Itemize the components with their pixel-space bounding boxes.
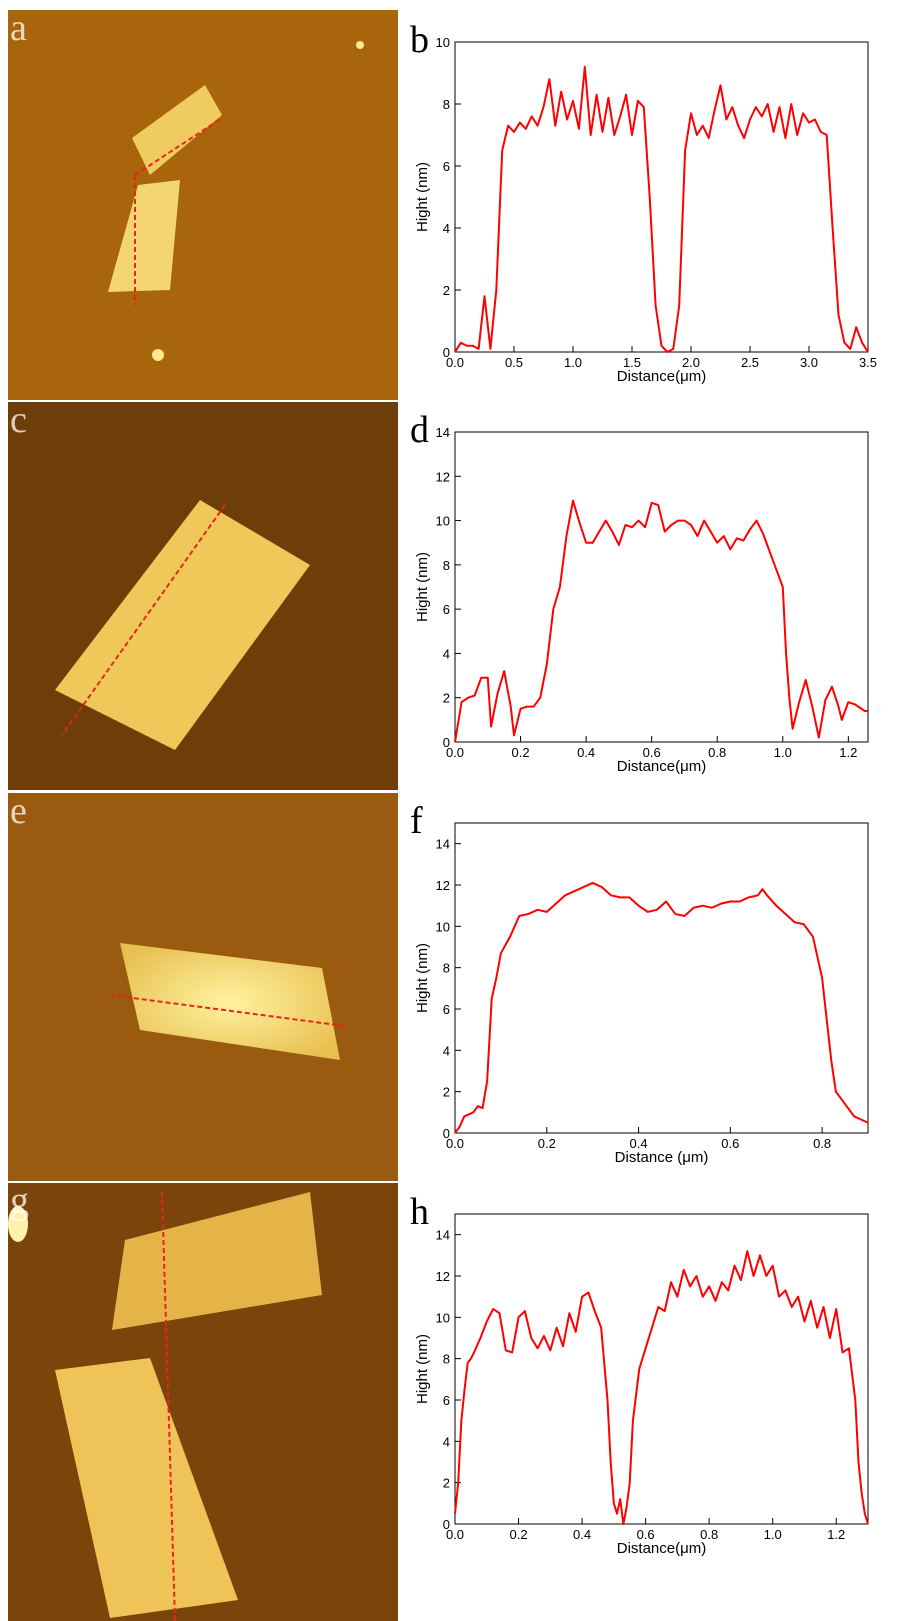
y-tick-label: 4 [443, 1434, 450, 1449]
y-tick-label: 10 [436, 1310, 450, 1325]
x-tick-label: 1.0 [764, 1527, 782, 1542]
y-tick-label: 12 [436, 1269, 450, 1284]
y-tick-label: 8 [443, 97, 450, 112]
y-tick-label: 8 [443, 1352, 450, 1367]
y-axis-label: Hight (nm) [414, 552, 431, 622]
plot-frame [455, 432, 868, 742]
y-tick-label: 12 [436, 469, 450, 484]
y-tick-label: 6 [443, 159, 450, 174]
x-tick-label: 0.6 [721, 1136, 739, 1151]
x-tick-label: 0.4 [573, 1527, 591, 1542]
y-tick-label: 4 [443, 646, 450, 661]
y-tick-label: 6 [443, 602, 450, 617]
x-axis-label: Distance (μm) [615, 1149, 709, 1166]
y-tick-label: 14 [436, 1228, 450, 1243]
panel-label: f [410, 800, 423, 842]
x-axis-label: Distance(μm) [617, 368, 707, 385]
y-tick-label: 6 [443, 1393, 450, 1408]
x-tick-label: 1.0 [774, 745, 792, 760]
afm-image [8, 402, 398, 790]
y-axis-label: Hight (nm) [414, 162, 431, 232]
data-line [455, 67, 868, 352]
plot-frame [455, 1214, 868, 1524]
y-tick-label: 12 [436, 878, 450, 893]
afm-image [8, 1183, 398, 1621]
x-tick-label: 0.0 [446, 355, 464, 370]
y-tick-label: 8 [443, 558, 450, 573]
x-tick-label: 0.5 [505, 355, 523, 370]
y-tick-label: 4 [443, 1043, 450, 1058]
data-line [455, 883, 868, 1133]
y-tick-label: 10 [436, 35, 450, 50]
plot-frame [455, 823, 868, 1133]
figure: aceg02468100.00.51.01.52.02.53.03.5Dista… [0, 0, 907, 1621]
x-axis-label: Distance(μm) [617, 758, 707, 775]
x-tick-label: 0.0 [446, 745, 464, 760]
plot-frame [455, 42, 868, 352]
x-tick-label: 0.0 [446, 1527, 464, 1542]
y-tick-label: 10 [436, 514, 450, 529]
panel-label: e [10, 790, 27, 832]
panel-label: b [410, 19, 429, 61]
afm-image [8, 10, 398, 400]
x-tick-label: 2.5 [741, 355, 759, 370]
y-tick-label: 2 [443, 283, 450, 298]
data-line [455, 501, 868, 742]
x-tick-label: 3.0 [800, 355, 818, 370]
x-tick-label: 1.2 [827, 1527, 845, 1542]
x-tick-label: 0.2 [512, 745, 530, 760]
x-tick-label: 0.2 [538, 1136, 556, 1151]
y-tick-label: 2 [443, 691, 450, 706]
panel-label: h [410, 1191, 429, 1233]
y-axis-label: Hight (nm) [414, 943, 431, 1013]
panel-label: g [10, 1180, 29, 1222]
x-tick-label: 0.8 [708, 745, 726, 760]
x-tick-label: 0.4 [577, 745, 595, 760]
x-tick-label: 1.0 [564, 355, 582, 370]
y-tick-label: 10 [436, 919, 450, 934]
y-axis-label: Hight (nm) [414, 1334, 431, 1404]
panel-label: a [10, 7, 27, 49]
y-tick-label: 4 [443, 221, 450, 236]
panel-label: d [410, 409, 429, 451]
x-tick-label: 0.0 [446, 1136, 464, 1151]
y-tick-label: 2 [443, 1085, 450, 1100]
x-tick-label: 0.8 [813, 1136, 831, 1151]
y-tick-label: 2 [443, 1476, 450, 1491]
data-line [455, 1251, 868, 1524]
x-tick-label: 3.5 [859, 355, 877, 370]
panel-label: c [10, 399, 27, 441]
x-tick-label: 0.2 [509, 1527, 527, 1542]
y-tick-label: 6 [443, 1002, 450, 1017]
figure-canvas: aceg02468100.00.51.01.52.02.53.03.5Dista… [0, 0, 907, 1621]
x-tick-label: 1.2 [839, 745, 857, 760]
afm-image [8, 793, 398, 1181]
y-tick-label: 14 [436, 837, 450, 852]
y-tick-label: 8 [443, 961, 450, 976]
y-tick-label: 14 [436, 425, 450, 440]
x-axis-label: Distance(μm) [617, 1540, 707, 1557]
